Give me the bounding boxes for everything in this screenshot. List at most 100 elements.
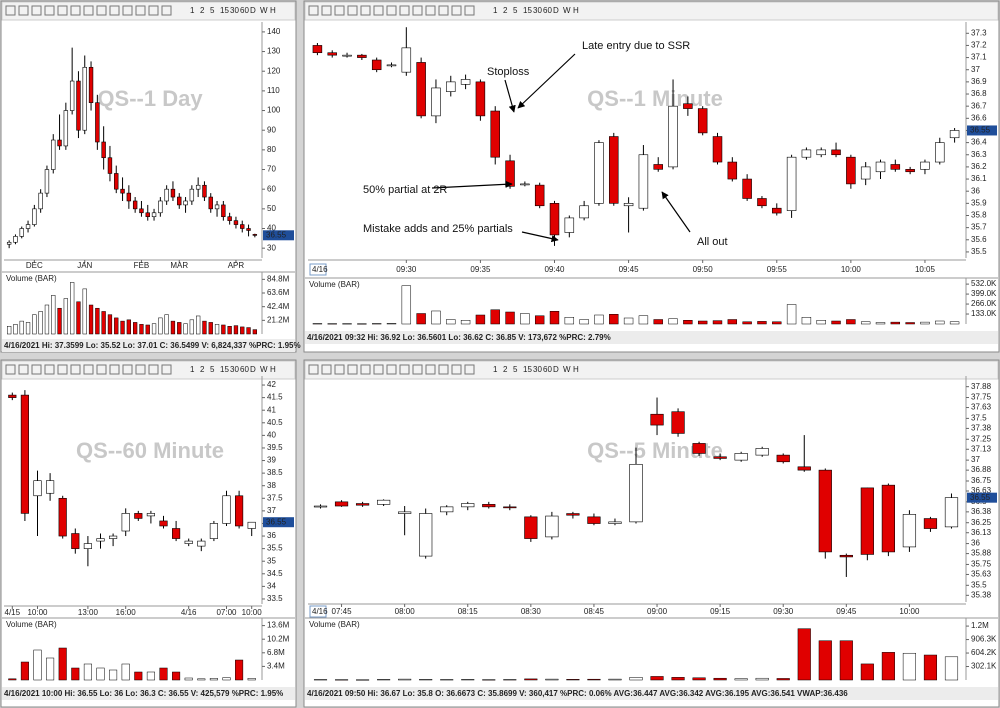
- toolbar-icon[interactable]: [425, 364, 436, 375]
- interval-button[interactable]: W: [563, 365, 571, 374]
- toolbar-icon[interactable]: [334, 5, 345, 16]
- toolbar-icon[interactable]: [308, 5, 319, 16]
- toolbar-icon[interactable]: [5, 5, 16, 16]
- interval-button[interactable]: 60: [240, 6, 249, 15]
- interval-button[interactable]: 30: [230, 6, 239, 15]
- interval-button[interactable]: 1: [493, 365, 498, 374]
- candle-body: [446, 81, 456, 92]
- interval-button[interactable]: H: [573, 365, 579, 374]
- interval-button[interactable]: 5: [210, 365, 215, 374]
- interval-button[interactable]: 1: [493, 6, 498, 15]
- toolbar-icon[interactable]: [373, 5, 384, 16]
- toolbar-icon[interactable]: [360, 5, 371, 16]
- interval-button[interactable]: W: [563, 6, 571, 15]
- toolbar-icon[interactable]: [70, 5, 81, 16]
- toolbar-icon[interactable]: [334, 364, 345, 375]
- toolbar-icon[interactable]: [135, 364, 146, 375]
- toolbar-icon[interactable]: [57, 5, 68, 16]
- interval-button[interactable]: 30: [533, 6, 542, 15]
- toolbar-icon[interactable]: [135, 5, 146, 16]
- volume-bar: [342, 323, 352, 325]
- toolbar-icon[interactable]: [109, 364, 120, 375]
- toolbar-icon[interactable]: [148, 364, 159, 375]
- toolbar-icon[interactable]: [109, 5, 120, 16]
- toolbar-icon[interactable]: [373, 364, 384, 375]
- interval-button[interactable]: 2: [503, 6, 508, 15]
- toolbar-icon[interactable]: [451, 5, 462, 16]
- interval-button[interactable]: 60: [543, 365, 552, 374]
- toolbar-icon[interactable]: [386, 364, 397, 375]
- toolbar-icon[interactable]: [321, 5, 332, 16]
- toolbar-icon[interactable]: [161, 5, 172, 16]
- candle-body: [184, 540, 193, 544]
- toolbar-icon[interactable]: [57, 364, 68, 375]
- candle-body: [772, 207, 782, 214]
- candle-body: [38, 192, 43, 210]
- interval-button[interactable]: W: [260, 365, 268, 374]
- interval-button[interactable]: 1: [190, 6, 195, 15]
- toolbar-icon[interactable]: [122, 5, 133, 16]
- interval-button[interactable]: 2: [200, 365, 205, 374]
- volume-bar: [935, 320, 945, 325]
- y-tick-label: 37.63: [971, 403, 992, 412]
- interval-button[interactable]: H: [573, 6, 579, 15]
- interval-button[interactable]: 1: [190, 365, 195, 374]
- toolbar-icon[interactable]: [31, 5, 42, 16]
- toolbar-icon[interactable]: [18, 364, 29, 375]
- interval-button[interactable]: D: [250, 6, 256, 15]
- toolbar-icon[interactable]: [399, 364, 410, 375]
- toolbar-icon[interactable]: [464, 5, 475, 16]
- candle-body: [534, 184, 545, 207]
- toolbar-icon[interactable]: [83, 5, 94, 16]
- interval-button[interactable]: 30: [230, 365, 239, 374]
- toolbar-icon[interactable]: [308, 364, 319, 375]
- toolbar-icon[interactable]: [161, 364, 172, 375]
- toolbar-icon[interactable]: [96, 5, 107, 16]
- toolbar-icon[interactable]: [464, 364, 475, 375]
- interval-button[interactable]: 5: [210, 6, 215, 15]
- interval-button[interactable]: 5: [513, 365, 518, 374]
- toolbar-icon[interactable]: [70, 364, 81, 375]
- volume-tick-label: 84.8M: [267, 274, 290, 283]
- toolbar-icon[interactable]: [5, 364, 16, 375]
- toolbar-icon[interactable]: [83, 364, 94, 375]
- interval-button[interactable]: D: [553, 365, 559, 374]
- interval-button[interactable]: 15: [523, 6, 532, 15]
- toolbar-icon[interactable]: [44, 5, 55, 16]
- toolbar-icon[interactable]: [347, 364, 358, 375]
- toolbar-icon[interactable]: [438, 364, 449, 375]
- toolbar-icon[interactable]: [122, 364, 133, 375]
- toolbar-icon[interactable]: [96, 364, 107, 375]
- toolbar-icon[interactable]: [18, 5, 29, 16]
- toolbar-icon[interactable]: [44, 364, 55, 375]
- interval-button[interactable]: H: [270, 6, 276, 15]
- interval-button[interactable]: 30: [533, 365, 542, 374]
- toolbar-icon[interactable]: [412, 5, 423, 16]
- interval-button[interactable]: D: [553, 6, 559, 15]
- toolbar-icon[interactable]: [386, 5, 397, 16]
- candle-body: [44, 169, 50, 194]
- interval-button[interactable]: 2: [503, 365, 508, 374]
- interval-button[interactable]: 2: [200, 6, 205, 15]
- toolbar-icon[interactable]: [321, 364, 332, 375]
- interval-button[interactable]: 5: [513, 6, 518, 15]
- toolbar-icon[interactable]: [360, 364, 371, 375]
- toolbar-icon[interactable]: [399, 5, 410, 16]
- interval-button[interactable]: 15: [220, 6, 229, 15]
- interval-button[interactable]: 15: [523, 365, 532, 374]
- volume-bar: [159, 667, 168, 681]
- toolbar-icon[interactable]: [148, 5, 159, 16]
- toolbar-icon[interactable]: [412, 364, 423, 375]
- volume-bar: [158, 317, 163, 335]
- interval-button[interactable]: 60: [240, 365, 249, 374]
- toolbar-icon[interactable]: [438, 5, 449, 16]
- interval-button[interactable]: D: [250, 365, 256, 374]
- toolbar-icon[interactable]: [347, 5, 358, 16]
- interval-button[interactable]: 60: [543, 6, 552, 15]
- interval-button[interactable]: W: [260, 6, 268, 15]
- toolbar-icon[interactable]: [451, 364, 462, 375]
- toolbar-icon[interactable]: [425, 5, 436, 16]
- interval-button[interactable]: 15: [220, 365, 229, 374]
- toolbar-icon[interactable]: [31, 364, 42, 375]
- interval-button[interactable]: H: [270, 365, 276, 374]
